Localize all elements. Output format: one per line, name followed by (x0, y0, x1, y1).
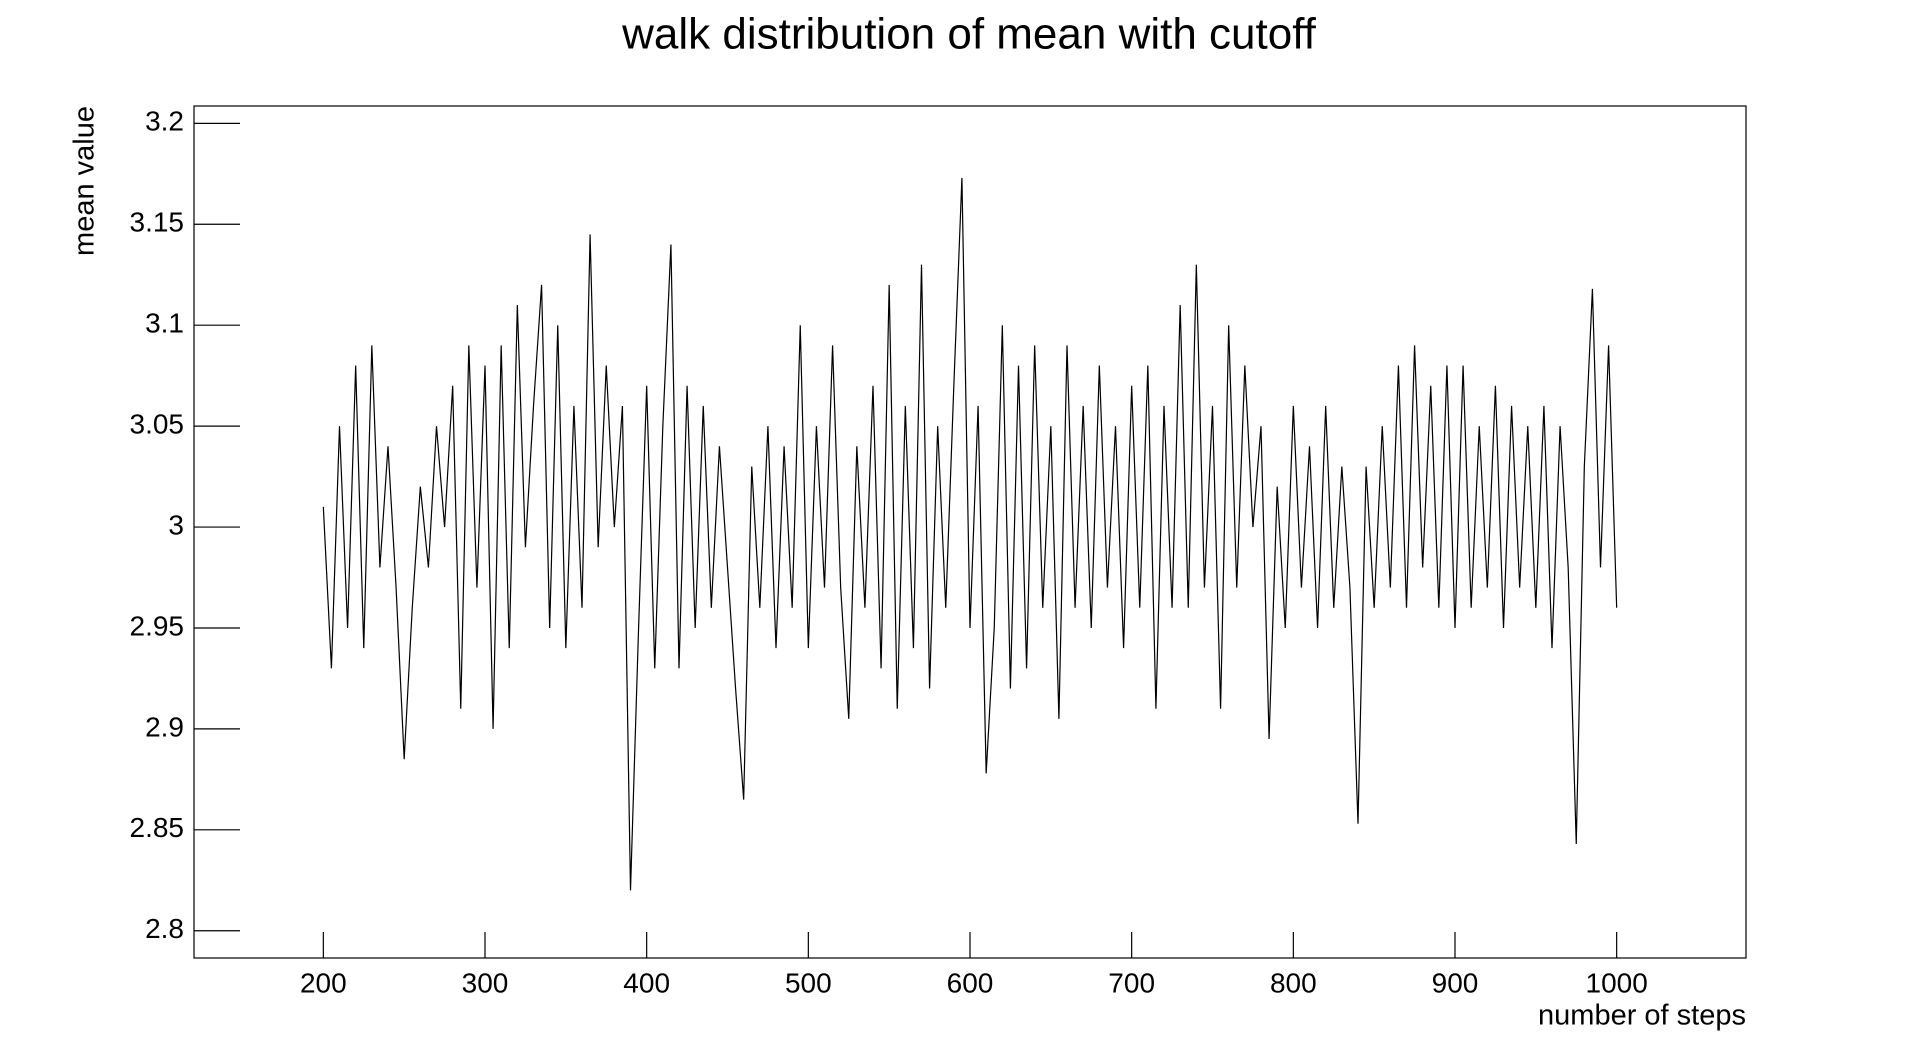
x-tick-label: 1000 (1586, 967, 1648, 998)
y-tick-label: 2.95 (130, 610, 185, 641)
x-tick-label: 700 (1108, 967, 1155, 998)
data-line (322, 177, 1618, 891)
y-tick-label: 3.05 (130, 409, 185, 440)
x-tick-label: 600 (947, 967, 994, 998)
chart-title: walk distribution of mean with cutoff (621, 10, 1317, 59)
x-tick-label: 800 (1270, 967, 1317, 998)
x-tick-label: 500 (785, 967, 832, 998)
x-tick-label: 200 (300, 967, 347, 998)
x-tick-label: 900 (1432, 967, 1479, 998)
y-tick-label: 3.15 (130, 207, 185, 238)
y-tick-label: 3.2 (145, 106, 184, 137)
y-axis-title: mean value (69, 106, 101, 256)
x-tick-label: 300 (462, 967, 509, 998)
x-axis-title: number of steps (1538, 1000, 1746, 1032)
y-tick-label: 2.9 (145, 711, 184, 742)
y-tick-label: 2.85 (130, 812, 185, 843)
x-tick-label: 400 (623, 967, 670, 998)
y-tick-label: 3.1 (145, 308, 184, 339)
y-tick-label: 3 (168, 509, 184, 540)
plot-frame (193, 105, 1747, 959)
y-tick-label: 2.8 (145, 913, 184, 944)
